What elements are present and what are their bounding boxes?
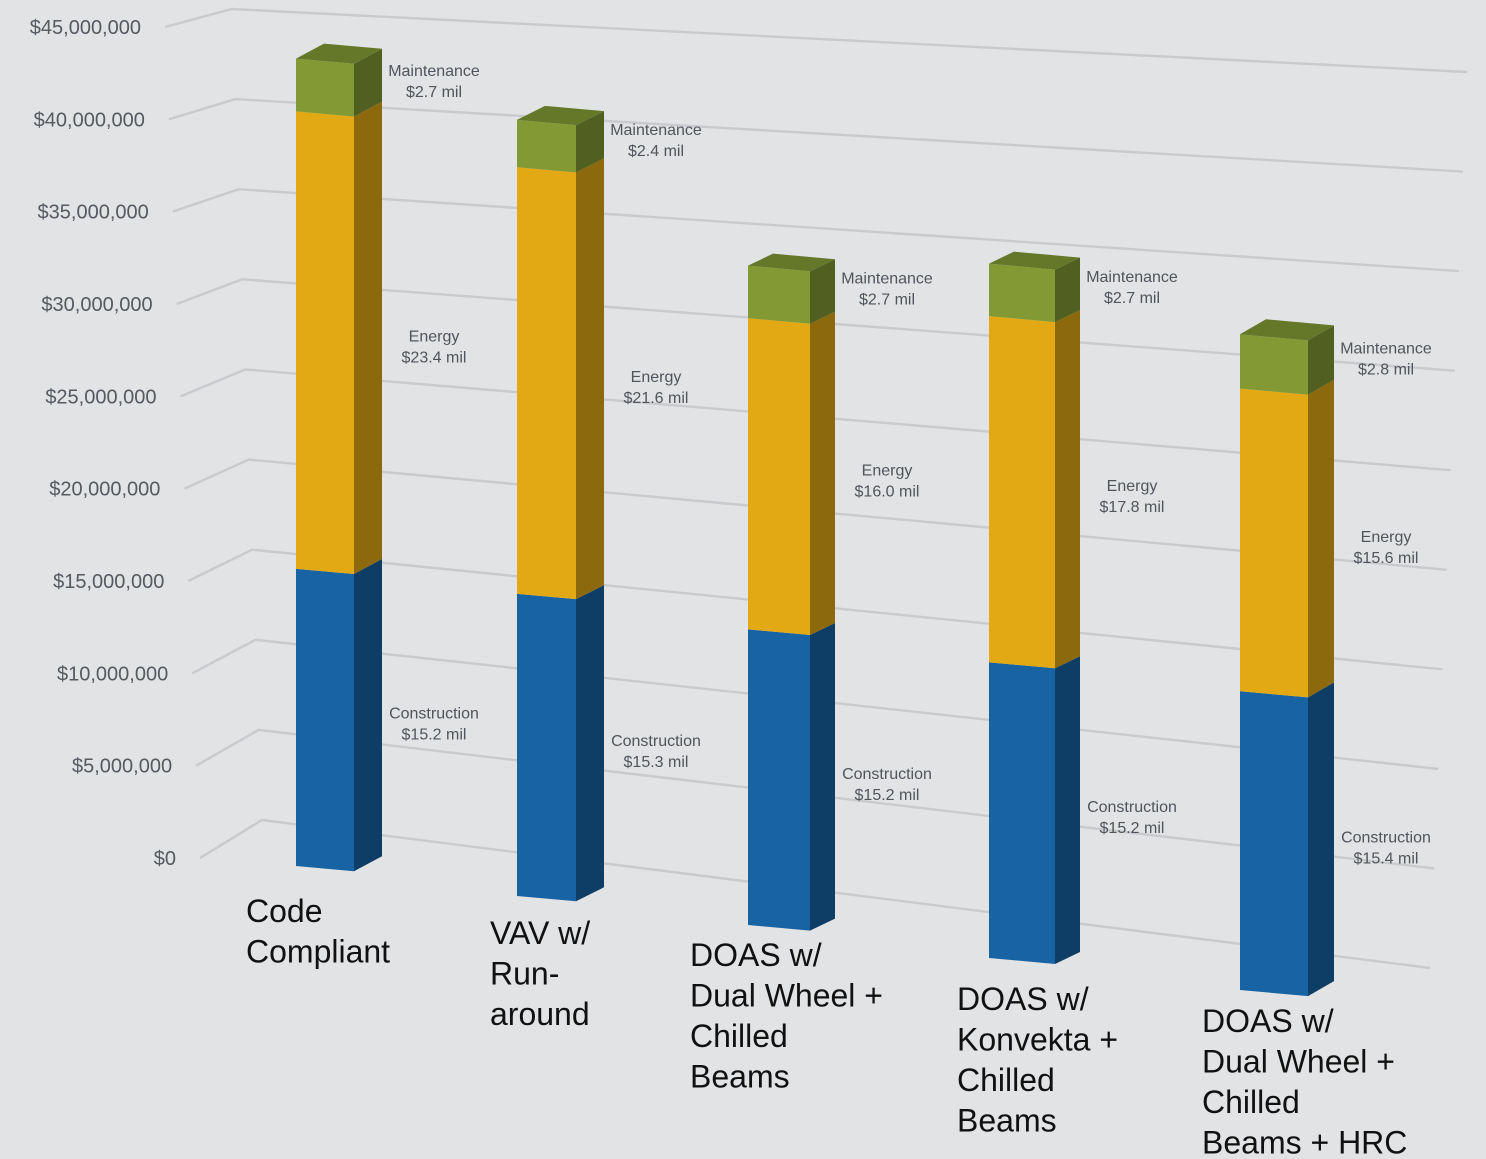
data-label: Construction $15.3 mil (611, 733, 701, 771)
bar-stack (989, 251, 1080, 964)
data-label: Maintenance $2.7 mil (841, 270, 933, 308)
data-label: Energy $16.0 mil (855, 462, 920, 500)
bar-top-maintenance (748, 253, 835, 272)
bar-segment-construction (989, 662, 1055, 964)
bar-side-energy (810, 311, 835, 635)
category-label: DOAS w/Dual Wheel + Chilled Beams + HRC (1202, 1003, 1407, 1159)
category-label: Code Compliant (246, 893, 390, 970)
bar-stack (748, 253, 835, 931)
data-label: Construction $15.2 mil (389, 706, 479, 744)
bar-side-maintenance (576, 111, 604, 173)
data-label: Energy $17.8 mil (1100, 478, 1165, 516)
y-tick-label: $30,000,000 (41, 294, 152, 316)
y-tick-label: $0 (154, 848, 176, 870)
bar-segment-construction (517, 593, 576, 902)
bar-side-construction (576, 585, 604, 902)
bar-segment-energy (296, 111, 354, 575)
bar-top-maintenance (296, 43, 382, 64)
bar-side-maintenance (1308, 325, 1334, 395)
y-tick-label: $10,000,000 (57, 663, 168, 685)
bar-segment-construction (296, 568, 354, 872)
bar-segment-maintenance (989, 263, 1055, 323)
data-label: Energy $21.6 mil (624, 369, 689, 407)
bar-segment-construction (748, 629, 810, 931)
gridlines (164, 7, 1468, 970)
bar-top-maintenance (1240, 319, 1334, 341)
bar-side-construction (1055, 656, 1080, 964)
bar-segment-maintenance (1240, 334, 1308, 395)
data-label: Maintenance $2.4 mil (610, 122, 702, 160)
bar-segment-energy (989, 316, 1055, 669)
bar-segment-energy (1240, 388, 1308, 698)
bar-stack (517, 105, 604, 902)
bar-stack (296, 43, 382, 872)
data-label: Maintenance $2.7 mil (388, 63, 480, 101)
data-label: Energy $23.4 mil (402, 328, 467, 366)
bar-stack (1240, 319, 1334, 997)
data-label: Construction $15.2 mil (1087, 799, 1177, 837)
data-label: Construction $15.4 mil (1341, 830, 1431, 868)
y-tick-label: $35,000,000 (38, 202, 149, 224)
category-label: VAV w/Run-around (490, 915, 590, 1032)
bar-segment-maintenance (517, 119, 576, 173)
y-tick-label: $15,000,000 (53, 571, 164, 593)
bar-side-energy (1308, 379, 1334, 698)
bar-segment-energy (517, 167, 576, 600)
data-label: Energy $15.6 mil (1354, 529, 1419, 567)
bar-side-maintenance (1055, 257, 1080, 323)
category-label: DOAS w/Konvekta + Chilled Beams (957, 981, 1118, 1139)
bar-side-construction (354, 559, 382, 872)
bar-top-maintenance (517, 105, 604, 126)
gridline (172, 188, 1459, 273)
gridline (168, 97, 1463, 173)
bar-side-construction (1308, 682, 1334, 997)
bar-side-energy (576, 158, 604, 600)
bar-segment-construction (1240, 691, 1308, 997)
bar-side-energy (354, 101, 382, 575)
data-label: Maintenance $2.7 mil (1086, 269, 1178, 307)
y-tick-label: $25,000,000 (45, 386, 156, 408)
category-label: DOAS w/Dual Wheel + Chilled Beams (690, 937, 883, 1095)
bar-side-energy (1055, 310, 1080, 669)
y-tick-label: $5,000,000 (72, 756, 172, 778)
bar-segment-maintenance (748, 265, 810, 324)
bar-top-maintenance (989, 251, 1080, 270)
data-label: Maintenance $2.8 mil (1340, 341, 1432, 379)
bar-side-maintenance (354, 48, 382, 117)
bar-side-maintenance (810, 259, 835, 324)
bar-segment-energy (748, 318, 810, 635)
y-tick-label: $45,000,000 (30, 17, 141, 39)
y-tick-label: $40,000,000 (34, 109, 145, 131)
gridline (164, 7, 1468, 74)
y-tick-label: $20,000,000 (49, 479, 160, 501)
bar-segment-maintenance (296, 58, 354, 117)
bars (296, 43, 1334, 997)
bar-side-construction (810, 622, 835, 931)
data-label: Construction $15.2 mil (842, 766, 932, 804)
